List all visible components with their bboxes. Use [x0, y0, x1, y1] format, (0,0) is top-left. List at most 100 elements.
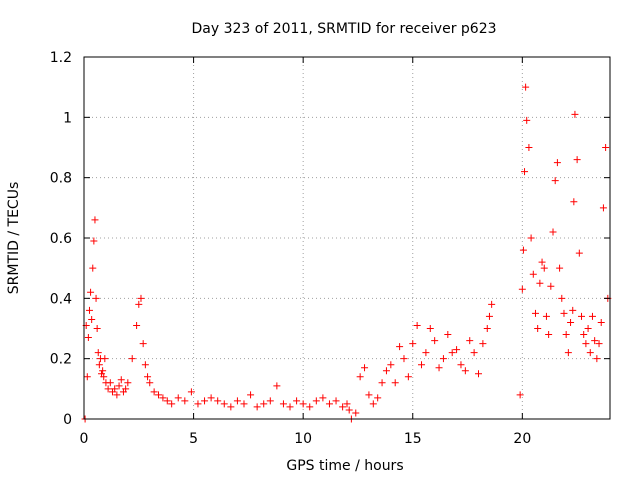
- data-point: [319, 394, 327, 402]
- y-tick-label: 1: [63, 110, 72, 126]
- data-point: [591, 337, 599, 345]
- data-point: [547, 282, 555, 290]
- data-point: [540, 264, 548, 272]
- data-point: [488, 300, 496, 308]
- data-point: [396, 343, 404, 351]
- data-point: [106, 379, 114, 387]
- data-point: [293, 397, 301, 405]
- data-point: [542, 312, 550, 320]
- data-point: [426, 325, 434, 332]
- data-point: [187, 388, 195, 396]
- data-point: [521, 168, 529, 176]
- data-point: [91, 216, 99, 224]
- y-tick-label: 0.4: [50, 291, 72, 307]
- data-point: [339, 403, 347, 411]
- data-point: [369, 400, 377, 408]
- data-point: [89, 264, 97, 272]
- data-point: [273, 382, 281, 390]
- y-tick-label: 0: [63, 412, 72, 428]
- data-point: [332, 397, 340, 405]
- data-point: [201, 397, 209, 405]
- data-point: [404, 373, 412, 381]
- data-point: [387, 361, 395, 369]
- data-point: [144, 373, 152, 381]
- data-point: [139, 340, 147, 348]
- data-point: [95, 361, 103, 369]
- data-point: [602, 144, 610, 151]
- data-point: [569, 306, 577, 314]
- data-point: [253, 403, 261, 411]
- data-point: [439, 355, 447, 363]
- data-point: [519, 246, 527, 254]
- data-point: [534, 325, 542, 332]
- data-point: [135, 300, 143, 308]
- data-point: [529, 270, 537, 278]
- data-point: [522, 83, 530, 91]
- x-tick-label: 5: [189, 431, 198, 447]
- data-point: [352, 409, 360, 417]
- data-point: [578, 312, 586, 320]
- data-point: [570, 198, 578, 206]
- data-point: [159, 394, 167, 402]
- data-point: [527, 234, 535, 242]
- data-point: [94, 349, 102, 357]
- data-point: [99, 367, 107, 375]
- data-point: [220, 400, 228, 408]
- data-point: [525, 144, 533, 151]
- data-point: [431, 337, 439, 345]
- data-point: [90, 237, 98, 245]
- data-point: [595, 340, 603, 348]
- data-point: [538, 258, 546, 266]
- x-tick-label: 0: [80, 431, 89, 447]
- data-point: [93, 325, 101, 332]
- data-point: [260, 400, 268, 408]
- data-point: [597, 318, 605, 326]
- data-point: [117, 376, 125, 384]
- data-point: [391, 379, 399, 387]
- data-point: [422, 349, 430, 357]
- data-point: [593, 355, 601, 363]
- y-tick-label: 1.2: [50, 50, 72, 66]
- y-tick-label: 0.6: [50, 231, 72, 247]
- data-point: [365, 391, 373, 399]
- data-point: [88, 315, 96, 323]
- data-point: [457, 361, 465, 369]
- data-point: [266, 397, 274, 405]
- data-points: [81, 83, 612, 423]
- data-point: [279, 400, 287, 408]
- data-point: [382, 367, 390, 375]
- data-point: [163, 397, 171, 405]
- data-point: [558, 294, 566, 302]
- x-axis-label: GPS time / hours: [286, 458, 403, 474]
- grid-lines: [84, 57, 610, 419]
- data-point: [545, 331, 553, 339]
- data-point: [378, 379, 386, 387]
- data-point: [418, 361, 426, 369]
- data-point: [87, 288, 95, 296]
- data-point: [141, 361, 149, 369]
- data-point: [174, 394, 182, 402]
- data-point: [466, 337, 474, 345]
- data-point: [582, 340, 590, 348]
- data-point: [435, 364, 443, 372]
- data-point: [214, 397, 222, 405]
- data-point: [475, 370, 482, 378]
- data-point: [461, 367, 469, 375]
- data-point: [409, 340, 417, 348]
- x-tick-label: 20: [513, 431, 531, 447]
- data-point: [83, 373, 91, 381]
- data-point: [345, 406, 353, 414]
- data-point: [536, 279, 544, 287]
- data-point: [479, 340, 487, 348]
- data-point: [104, 385, 112, 393]
- data-point: [122, 385, 130, 393]
- data-point: [343, 400, 351, 408]
- data-point: [483, 325, 491, 332]
- data-point: [599, 204, 607, 212]
- data-point: [586, 349, 594, 357]
- y-axis-label: SRMTID / TECUs: [6, 182, 22, 295]
- data-point: [567, 318, 575, 326]
- data-point: [356, 373, 364, 381]
- data-point: [312, 397, 320, 405]
